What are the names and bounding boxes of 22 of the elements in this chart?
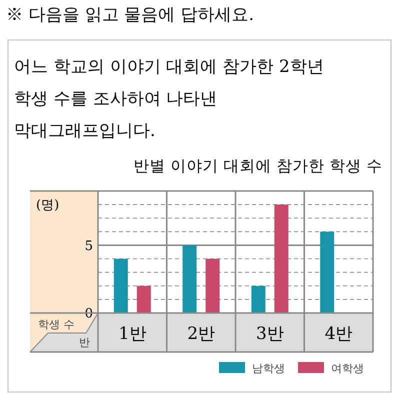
x-tick-label: 3반 xyxy=(256,324,284,344)
bar xyxy=(114,258,128,313)
text: ※ 다음을 읽고 물음에 답하세요. xyxy=(6,5,254,25)
bar xyxy=(320,232,334,313)
legend-label: 여학생 xyxy=(331,362,364,375)
bar xyxy=(251,286,266,313)
text: 학생 수 xyxy=(38,318,74,331)
x-axis-title: 반 xyxy=(79,336,90,349)
bar xyxy=(182,245,197,313)
y-axis-title: (명) xyxy=(36,198,60,213)
bar xyxy=(274,204,288,313)
text: 막대그래프입니다. xyxy=(14,121,156,141)
chart-title: 반별 이야기 대회에 참가한 학생 수 xyxy=(134,157,382,175)
text: 학생 수를 조사하여 나타낸 xyxy=(14,89,218,109)
x-tick-label: 1반 xyxy=(118,324,146,344)
text: 어느 학교의 이야기 대회에 참가한 2학년 xyxy=(14,57,324,77)
y-tick-label: 5 xyxy=(84,238,93,254)
bar xyxy=(206,258,220,313)
bar xyxy=(136,286,151,313)
x-tick-label: 2반 xyxy=(187,324,216,344)
x-tick-label: 4반 xyxy=(324,324,353,344)
legend-label: 남학생 xyxy=(252,362,285,375)
